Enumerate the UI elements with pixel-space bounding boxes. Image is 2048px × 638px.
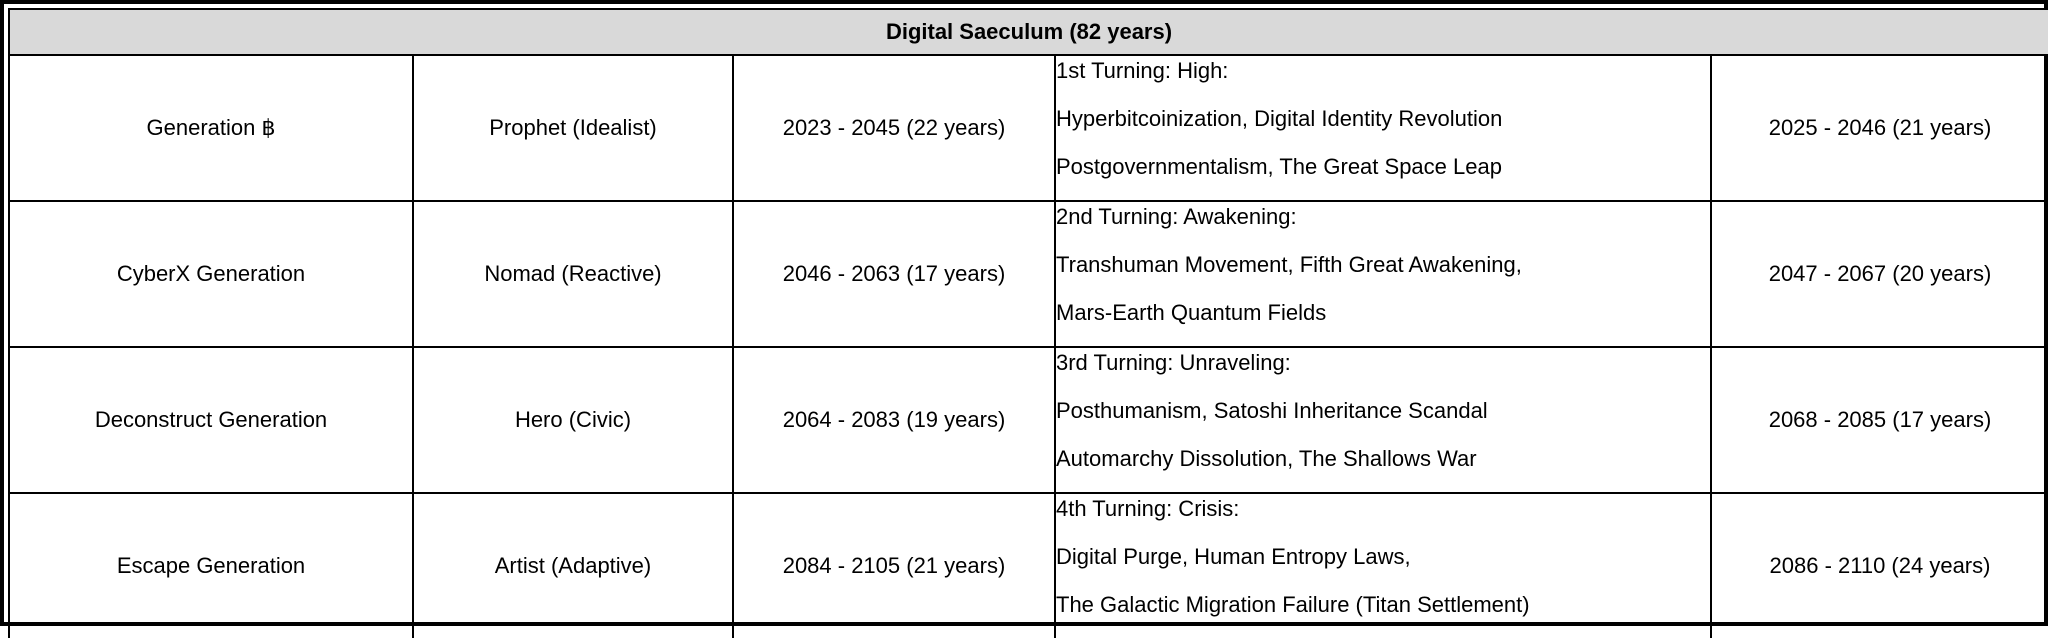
- archetype-cell: Artist (Adaptive): [412, 492, 734, 638]
- generation-cell: CyberX Generation: [8, 200, 414, 348]
- events-line: Digital Purge, Human Entropy Laws,: [1056, 544, 1411, 569]
- birth-years-cell: 2023 - 2045 (22 years): [732, 54, 1056, 202]
- turning-label: 1st Turning: High:: [1056, 58, 1229, 83]
- archetype-cell: Hero (Civic): [412, 346, 734, 494]
- turning-years-cell: 2068 - 2085 (17 years): [1710, 346, 2048, 494]
- events-line: Posthumanism, Satoshi Inheritance Scanda…: [1056, 398, 1488, 423]
- table-row: CyberX Generation Nomad (Reactive) 2046 …: [8, 200, 2048, 348]
- turning-events-cell: 3rd Turning: Unraveling: Posthumanism, S…: [1054, 346, 1712, 494]
- turning-events-cell: 2nd Turning: Awakening: Transhuman Movem…: [1054, 200, 1712, 348]
- table-row: Deconstruct Generation Hero (Civic) 2064…: [8, 346, 2048, 494]
- events-line: Transhuman Movement, Fifth Great Awakeni…: [1056, 252, 1522, 277]
- birth-years-cell: 2064 - 2083 (19 years): [732, 346, 1056, 494]
- turning-events-cell: 4th Turning: Crisis: Digital Purge, Huma…: [1054, 492, 1712, 638]
- events-line: Hyperbitcoinization, Digital Identity Re…: [1056, 106, 1503, 131]
- generation-cell: Escape Generation: [8, 492, 414, 638]
- archetype-cell: Prophet (Idealist): [412, 54, 734, 202]
- turning-years-cell: 2025 - 2046 (21 years): [1710, 54, 2048, 202]
- table-title: Digital Saeculum (82 years): [8, 8, 2048, 56]
- events-line: Mars-Earth Quantum Fields: [1056, 300, 1327, 325]
- turning-years-cell: 2086 - 2110 (24 years): [1710, 492, 2048, 638]
- saeculum-table: Digital Saeculum (82 years) Generation ฿…: [8, 8, 2048, 638]
- table-row: Escape Generation Artist (Adaptive) 2084…: [8, 492, 2048, 638]
- generation-cell: Generation ฿: [8, 54, 414, 202]
- turning-years-cell: 2047 - 2067 (20 years): [1710, 200, 2048, 348]
- turning-label: 4th Turning: Crisis:: [1056, 496, 1240, 521]
- turning-label: 2nd Turning: Awakening:: [1056, 204, 1297, 229]
- generation-cell: Deconstruct Generation: [8, 346, 414, 494]
- table-row: Generation ฿ Prophet (Idealist) 2023 - 2…: [8, 54, 2048, 202]
- archetype-cell: Nomad (Reactive): [412, 200, 734, 348]
- events-line: Automarchy Dissolution, The Shallows War: [1056, 446, 1477, 471]
- events-line: The Galactic Migration Failure (Titan Se…: [1056, 592, 1530, 617]
- birth-years-cell: 2046 - 2063 (17 years): [732, 200, 1056, 348]
- turning-events-cell: 1st Turning: High: Hyperbitcoinization, …: [1054, 54, 1712, 202]
- birth-years-cell: 2084 - 2105 (21 years): [732, 492, 1056, 638]
- events-line: Postgovernmentalism, The Great Space Lea…: [1056, 154, 1502, 179]
- turning-label: 3rd Turning: Unraveling:: [1056, 350, 1291, 375]
